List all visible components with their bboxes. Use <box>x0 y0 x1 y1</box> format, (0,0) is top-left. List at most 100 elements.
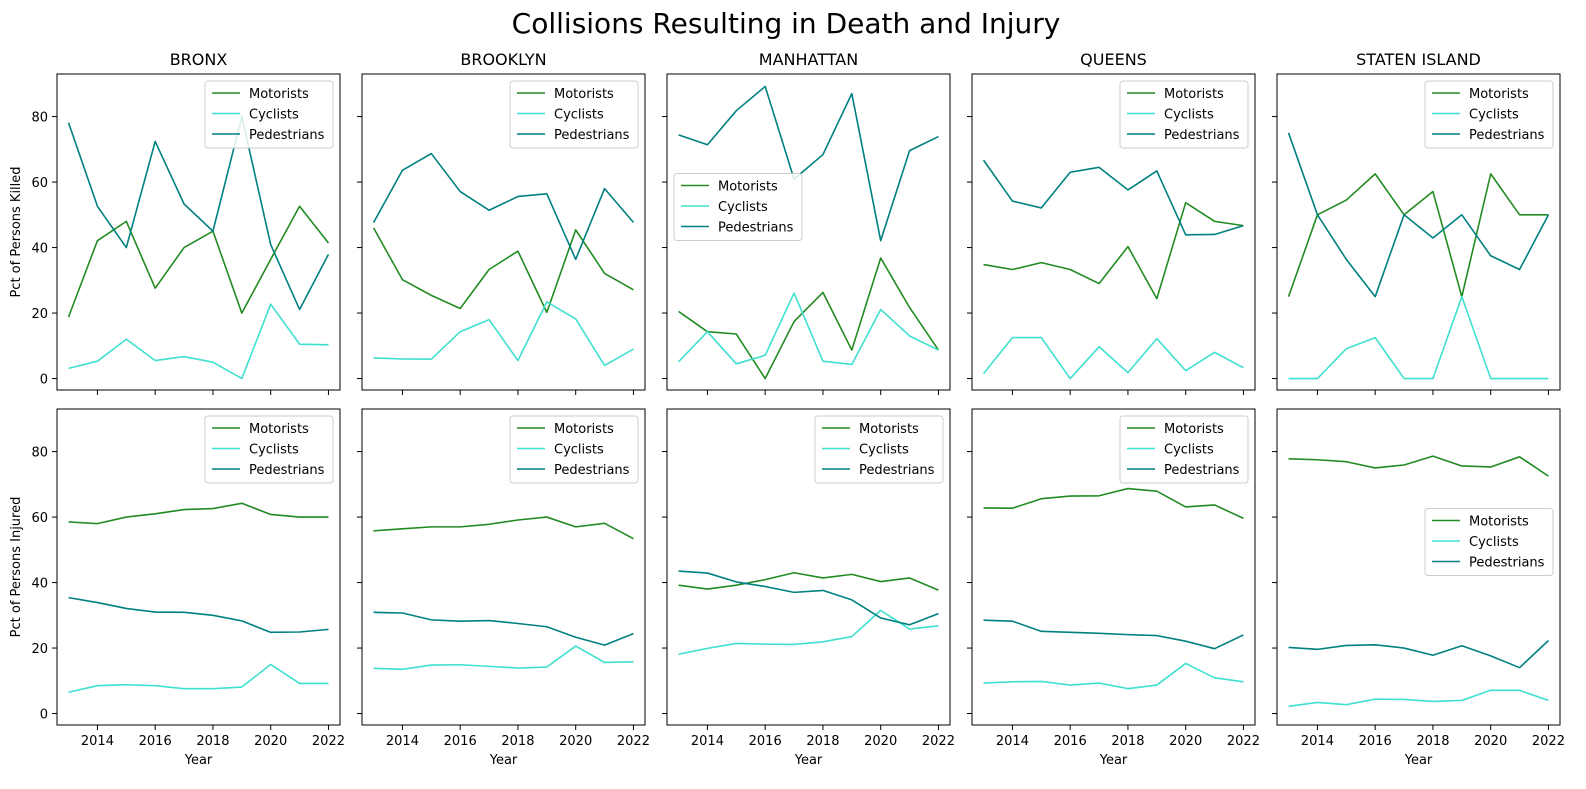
y-tick-label: 40 <box>31 577 48 592</box>
legend: Motorists Cyclists Pedestrians <box>204 415 334 484</box>
series-line-motorists <box>1288 455 1549 477</box>
legend-label: Cyclists <box>1469 535 1519 550</box>
x-tick-label: 2016 <box>749 734 782 749</box>
series-line-motorists <box>1287 173 1549 298</box>
legend-label: Motorists <box>249 422 309 437</box>
y-axis-label: Pct of Persons Injured <box>9 497 24 638</box>
legend-label: Pedestrians <box>1164 463 1240 478</box>
series-line-pedestrians <box>983 619 1244 650</box>
series-line-pedestrians <box>68 596 329 634</box>
x-tick-label: 2022 <box>1227 734 1260 749</box>
x-tick-label: 2014 <box>691 734 724 749</box>
legend-label: Cyclists <box>718 200 768 215</box>
panel-staten-island-killed: STATEN ISLAND Motorists Cyclists Pedestrian… <box>1272 50 1561 395</box>
series-line-motorists <box>983 201 1244 300</box>
axes-frame <box>361 408 646 726</box>
x-tick-label: 2018 <box>1111 734 1144 749</box>
legend: Motorists Cyclists Pedestrians <box>1424 80 1554 149</box>
x-tick-label: 2018 <box>806 734 839 749</box>
x-axis-label: Year <box>489 753 518 768</box>
series-line-cyclists <box>68 303 329 380</box>
legend-box <box>673 173 803 241</box>
legend-label: Motorists <box>554 87 614 102</box>
series-line-cyclists <box>68 663 329 694</box>
legend-box <box>509 80 639 149</box>
panel-manhattan-injured: 2014 2016 2018 2020 2022 Year Motorists Cyclist… <box>662 408 955 768</box>
x-tick-label: 2022 <box>922 734 955 749</box>
x-tick-label: 2016 <box>1359 734 1392 749</box>
x-tick-label: 2022 <box>312 734 345 749</box>
series-line-cyclists <box>1288 295 1549 380</box>
panel-bronx-killed: 0 20 40 60 80 BRONX Pct of Persons Killed Motor… <box>9 50 341 395</box>
legend-label: Cyclists <box>1164 443 1214 458</box>
series-line-pedestrians <box>373 611 634 646</box>
panel-title: BRONX <box>170 50 228 69</box>
panel-brooklyn-killed: BROOKLYN Motorists Cyclists Pedestrians <box>357 50 646 395</box>
x-tick-label: 2014 <box>81 734 114 749</box>
x-tick-label: 2014 <box>996 734 1029 749</box>
x-tick-label: 2016 <box>139 734 172 749</box>
x-tick-label: 2014 <box>386 734 419 749</box>
series-line-motorists <box>67 205 330 318</box>
x-tick-label: 2016 <box>444 734 477 749</box>
x-tick-label: 2016 <box>1054 734 1087 749</box>
series-line-motorists <box>372 227 634 314</box>
panels-layer: 0 20 40 60 80 BRONX Pct of Persons Killed Motor… <box>9 50 1565 768</box>
legend-box <box>814 415 944 484</box>
y-tick-label: 80 <box>31 111 48 126</box>
legend-box <box>1424 80 1554 149</box>
legend: Motorists Cyclists Pedestrians <box>1119 415 1249 484</box>
legend-label: Cyclists <box>249 443 299 458</box>
x-axis-label: Year <box>1099 753 1128 768</box>
series-line-pedestrians <box>67 115 330 311</box>
panel-title: STATEN ISLAND <box>1356 50 1481 69</box>
y-tick-label: 0 <box>40 708 48 723</box>
y-tick-label: 20 <box>31 307 48 322</box>
series-line-pedestrians <box>1288 639 1549 669</box>
series-line-pedestrians <box>678 85 939 242</box>
x-tick-label: 2018 <box>196 734 229 749</box>
series-line-motorists <box>678 571 939 591</box>
x-tick-label: 2020 <box>1474 734 1507 749</box>
series-line-pedestrians <box>982 159 1244 236</box>
legend-box <box>204 415 334 484</box>
series-line-motorists <box>68 502 329 525</box>
series-line-cyclists <box>373 645 634 671</box>
axes-frame <box>666 408 951 726</box>
legend: Motorists Cyclists Pedestrians <box>1119 80 1249 149</box>
legend-label: Pedestrians <box>1469 128 1545 143</box>
series-line-cyclists <box>982 336 1244 380</box>
series-line-cyclists <box>1288 689 1549 708</box>
axes-frame <box>1276 408 1561 726</box>
axes-frame <box>361 73 646 391</box>
y-tick-label: 40 <box>31 242 48 257</box>
x-tick-label: 2020 <box>864 734 897 749</box>
legend-label: Pedestrians <box>554 463 630 478</box>
x-tick-label: 2020 <box>254 734 287 749</box>
y-tick-label: 80 <box>31 446 48 461</box>
series-line-motorists <box>373 516 634 540</box>
panel-title: BROOKLYN <box>460 50 546 69</box>
legend-label: Motorists <box>1469 515 1529 530</box>
panel-title: MANHATTAN <box>759 50 858 69</box>
legend-label: Motorists <box>554 422 614 437</box>
legend-label: Cyclists <box>554 108 604 123</box>
series-line-pedestrians <box>678 570 939 626</box>
x-tick-label: 2018 <box>1416 734 1449 749</box>
legend: Motorists Cyclists Pedestrians <box>673 173 803 241</box>
x-tick-label: 2014 <box>1301 734 1334 749</box>
axes-frame <box>56 73 341 391</box>
axes-frame <box>971 73 1256 391</box>
y-tick-label: 20 <box>31 642 48 657</box>
legend-label: Cyclists <box>1469 108 1519 123</box>
legend-label: Pedestrians <box>1469 556 1545 571</box>
axes-frame <box>56 408 341 726</box>
legend-label: Pedestrians <box>1164 128 1240 143</box>
x-tick-label: 2022 <box>1532 734 1565 749</box>
legend-label: Pedestrians <box>554 128 630 143</box>
y-tick-label: 60 <box>31 511 48 526</box>
series-line-motorists <box>983 487 1244 520</box>
legend-label: Pedestrians <box>249 128 325 143</box>
legend-label: Pedestrians <box>718 221 794 236</box>
